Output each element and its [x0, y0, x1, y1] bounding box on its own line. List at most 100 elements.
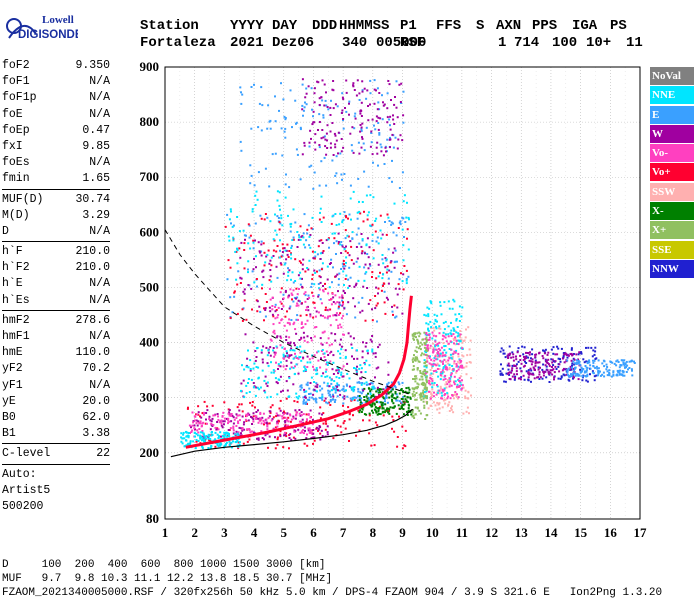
- echo-point: [436, 362, 439, 365]
- echo-point: [218, 421, 221, 424]
- echo-point: [255, 190, 258, 193]
- echo-point: [292, 366, 295, 369]
- echo-point: [246, 357, 249, 360]
- echo-point: [351, 355, 353, 358]
- echo-point: [227, 412, 230, 415]
- echo-point: [235, 425, 238, 427]
- echo-point: [594, 350, 597, 353]
- echo-point: [331, 215, 334, 218]
- echo-point: [547, 372, 550, 375]
- echo-point: [442, 367, 445, 370]
- echo-point: [280, 308, 283, 310]
- echo-point: [450, 357, 453, 360]
- echo-point: [557, 377, 560, 380]
- echo-point: [390, 99, 392, 101]
- echo-point: [402, 391, 405, 394]
- echo-point: [279, 409, 282, 412]
- echo-point: [332, 296, 335, 299]
- echo-point: [348, 418, 351, 421]
- echo-point: [394, 136, 397, 139]
- echo-point: [459, 335, 461, 337]
- echo-point: [353, 89, 356, 91]
- echo-point: [430, 358, 433, 361]
- echo-point: [337, 242, 340, 245]
- echo-point: [363, 87, 366, 90]
- echo-point: [433, 391, 435, 394]
- echo-point: [400, 401, 403, 404]
- echo-point: [404, 221, 407, 223]
- echo-point: [314, 251, 317, 254]
- header-label: P1: [400, 18, 417, 34]
- param-name: hmF2: [2, 313, 30, 327]
- echo-point: [327, 237, 330, 240]
- echo-point: [370, 396, 373, 399]
- echo-point: [512, 359, 515, 362]
- echo-point: [430, 377, 433, 380]
- echo-point: [355, 372, 358, 375]
- echo-point: [332, 89, 335, 92]
- echo-point: [580, 352, 583, 355]
- echo-point: [528, 373, 531, 376]
- echo-point: [319, 438, 322, 441]
- echo-point: [268, 262, 271, 265]
- echo-point: [398, 392, 401, 395]
- echo-point: [294, 258, 297, 261]
- echo-point: [394, 316, 397, 319]
- echo-point: [525, 355, 528, 358]
- echo-point: [381, 401, 384, 404]
- echo-point: [461, 306, 464, 309]
- echo-point: [362, 142, 365, 145]
- echo-point: [427, 407, 430, 410]
- echo-point: [337, 278, 340, 281]
- param-value: N/A: [89, 107, 110, 121]
- echo-point: [422, 381, 425, 384]
- echo-point: [197, 440, 200, 442]
- echo-point: [428, 379, 431, 382]
- echo-point: [445, 351, 448, 354]
- echo-point: [515, 355, 517, 358]
- param-name: M(D): [2, 208, 30, 222]
- echo-point: [342, 270, 345, 273]
- echo-point: [439, 378, 442, 381]
- echo-point: [317, 350, 320, 353]
- echo-point: [337, 290, 339, 293]
- echo-point: [242, 423, 245, 426]
- echo-point: [385, 392, 388, 395]
- echo-point: [371, 409, 373, 412]
- echo-point: [310, 337, 313, 339]
- echo-point: [428, 336, 431, 339]
- echo-point: [332, 437, 335, 440]
- echo-point: [229, 296, 232, 299]
- echo-point: [579, 363, 582, 366]
- echo-point: [412, 387, 414, 390]
- echo-point: [284, 136, 287, 139]
- echo-point: [542, 371, 545, 374]
- echo-point: [507, 373, 510, 376]
- echo-point: [400, 388, 403, 390]
- echo-point: [385, 410, 388, 412]
- echo-point: [573, 369, 576, 372]
- echo-point: [253, 83, 255, 86]
- echo-point: [227, 259, 230, 262]
- echo-point: [377, 128, 380, 131]
- echo-point: [322, 136, 325, 139]
- echo-point: [300, 414, 303, 417]
- echo-point: [304, 401, 307, 404]
- echo-point: [394, 386, 397, 389]
- echo-point: [304, 294, 307, 297]
- echo-point: [435, 371, 438, 373]
- echo-point: [390, 221, 393, 224]
- echo-point: [633, 360, 635, 363]
- echo-point: [376, 424, 379, 427]
- echo-point: [363, 266, 366, 269]
- echo-point: [360, 252, 363, 255]
- echo-point: [597, 359, 600, 362]
- echo-point: [332, 107, 335, 110]
- echo-point: [602, 371, 605, 374]
- echo-point: [365, 126, 368, 129]
- echo-point: [312, 429, 315, 431]
- echo-point: [285, 249, 288, 252]
- echo-point: [273, 332, 276, 335]
- echo-point: [616, 373, 618, 376]
- echo-point: [377, 407, 380, 410]
